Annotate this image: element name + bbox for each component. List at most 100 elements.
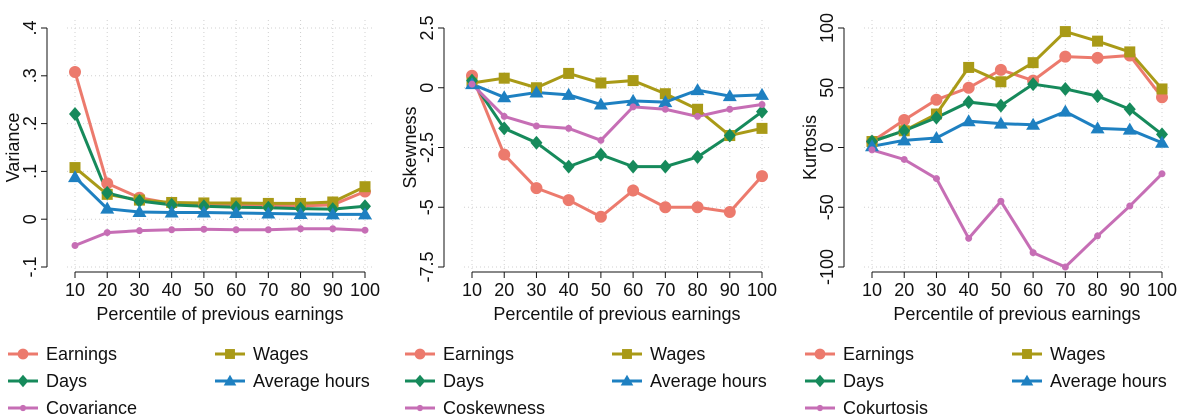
marker	[1027, 57, 1039, 69]
y-tick-label: 50	[817, 78, 837, 98]
marker	[101, 185, 114, 200]
marker	[1122, 122, 1137, 135]
marker	[962, 81, 975, 94]
marker	[898, 123, 911, 138]
y-tick-label: 0	[417, 83, 437, 93]
x-tick-label: 80	[688, 280, 708, 300]
marker	[100, 201, 115, 214]
legend-item: Earnings	[8, 344, 117, 364]
marker	[962, 95, 975, 110]
marker	[963, 61, 975, 73]
marker	[69, 162, 81, 174]
legend-item: Cokurtosis	[805, 398, 928, 417]
marker	[498, 72, 510, 84]
legend-label: Average hours	[650, 371, 767, 391]
marker	[594, 210, 607, 223]
marker	[659, 88, 671, 100]
panel: -7.5 -5 -2.5 0 2.5 10 20 30 40 50 60 70 80 90 100 Skewn…	[400, 15, 777, 417]
legend-label: Earnings	[443, 344, 514, 364]
marker	[597, 136, 605, 144]
y-tick-label: .4	[20, 20, 40, 35]
marker	[1059, 81, 1072, 96]
legend-item: Average hours	[1012, 371, 1167, 391]
marker	[223, 374, 237, 386]
marker	[562, 159, 575, 174]
marker	[1029, 249, 1037, 257]
marker	[659, 201, 672, 214]
marker	[133, 194, 146, 209]
y-tick-label: .3	[20, 68, 40, 83]
marker	[498, 148, 511, 161]
legend-item: Days	[405, 371, 484, 391]
marker	[358, 207, 372, 220]
marker	[19, 404, 27, 412]
x-tick-label: 90	[1120, 280, 1140, 300]
marker	[622, 349, 632, 359]
marker	[530, 135, 543, 150]
marker	[814, 348, 826, 360]
marker	[1156, 127, 1168, 142]
legend-label: Wages	[253, 344, 308, 364]
legend-label: Earnings	[46, 344, 117, 364]
marker	[414, 348, 426, 360]
marker	[997, 197, 1005, 205]
marker	[898, 114, 911, 127]
marker	[1094, 232, 1102, 240]
marker	[756, 122, 768, 134]
legend-item: Wages	[612, 344, 705, 364]
marker	[565, 124, 573, 132]
legend-item: Days	[8, 371, 87, 391]
series-line	[871, 109, 1163, 148]
legend-item: Earnings	[405, 344, 514, 364]
x-tick-label: 20	[494, 280, 514, 300]
x-tick-label: 30	[526, 280, 546, 300]
marker	[755, 87, 769, 100]
marker	[229, 205, 244, 218]
x-axis-title: Percentile of previous earnings	[96, 304, 343, 324]
marker	[1123, 102, 1136, 117]
legend-label: Covariance	[46, 398, 137, 417]
marker	[691, 201, 704, 214]
marker	[659, 159, 672, 174]
marker	[868, 146, 876, 154]
x-tick-label: 60	[1023, 280, 1043, 300]
marker	[929, 130, 944, 143]
marker	[232, 226, 240, 234]
marker	[1091, 89, 1104, 104]
marker	[101, 177, 114, 190]
y-tick-label: 0	[20, 214, 40, 224]
legend-label: Average hours	[253, 371, 370, 391]
marker	[497, 90, 512, 103]
marker	[168, 226, 176, 234]
marker	[629, 103, 637, 111]
panel: -100 -50 0 50 100 10 20 30 40 50 60 70 80 90 100 Kurtos…	[800, 13, 1177, 417]
marker	[69, 65, 81, 78]
x-tick-label: 50	[194, 280, 214, 300]
x-tick-label: 100	[350, 280, 380, 300]
marker	[661, 105, 669, 113]
y-tick-label: -100	[817, 249, 837, 285]
marker	[500, 112, 508, 120]
legend-item: Average hours	[612, 371, 767, 391]
y-tick-label: .2	[20, 116, 40, 131]
y-tick-label: -5	[417, 199, 437, 215]
marker	[995, 76, 1007, 88]
series-line	[74, 227, 366, 247]
marker	[722, 89, 737, 102]
series-line	[470, 83, 763, 143]
marker	[103, 229, 111, 237]
y-tick-label: -50	[817, 194, 837, 220]
marker	[816, 404, 824, 412]
marker	[1059, 26, 1071, 38]
marker	[498, 121, 511, 136]
legend-label: Wages	[1050, 344, 1105, 364]
marker	[814, 374, 826, 388]
series-line	[871, 82, 1163, 143]
legend-item: Earnings	[805, 344, 914, 364]
x-tick-label: 30	[926, 280, 946, 300]
marker	[1091, 51, 1104, 64]
marker	[293, 206, 308, 219]
marker	[132, 205, 147, 218]
marker	[961, 114, 976, 127]
